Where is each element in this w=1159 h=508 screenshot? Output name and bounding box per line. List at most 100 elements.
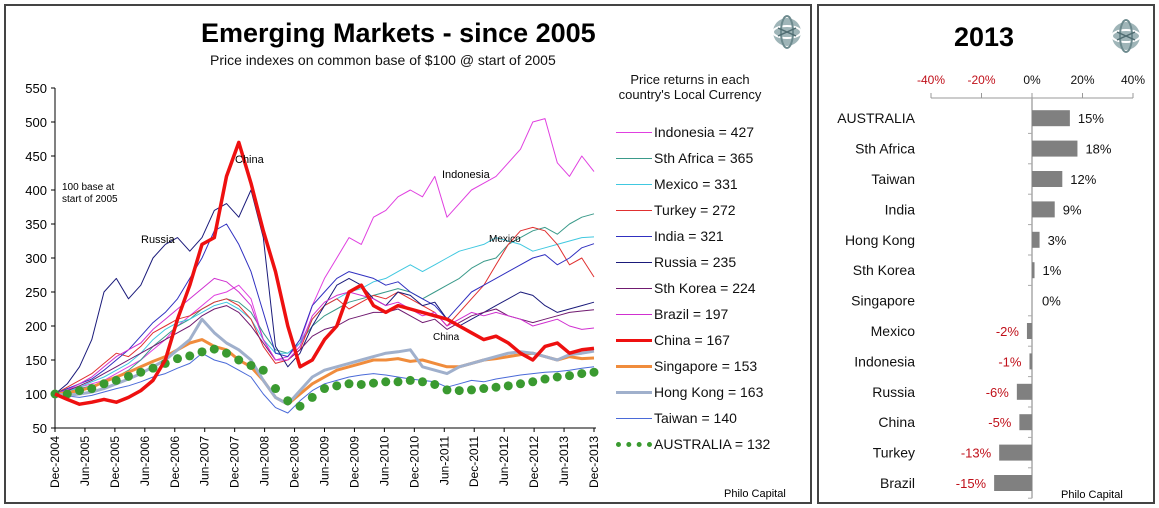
data-point bbox=[540, 374, 550, 384]
data-point bbox=[516, 379, 525, 389]
data-point bbox=[369, 378, 378, 388]
x-tick-label: -40% bbox=[917, 73, 945, 87]
data-point bbox=[197, 347, 207, 357]
label-china-peak: China bbox=[235, 154, 265, 166]
legend-label: Taiwan = 140 bbox=[654, 410, 737, 426]
bar bbox=[1032, 140, 1078, 157]
x-tick-label: Jun-2006 bbox=[138, 436, 152, 486]
bar bbox=[1019, 414, 1032, 431]
data-point bbox=[332, 381, 342, 391]
category-label: China bbox=[878, 414, 915, 430]
chart-subtitle: Price indexes on common base of $100 @ s… bbox=[210, 52, 556, 68]
legend-swatch bbox=[616, 390, 652, 394]
x-tick-label: Dec-2011 bbox=[467, 436, 481, 487]
annotation-base-line1: 100 base at bbox=[62, 182, 114, 193]
x-tick-label: -20% bbox=[967, 73, 995, 87]
bar bbox=[999, 444, 1032, 461]
bar-value-label: 1% bbox=[1043, 263, 1062, 278]
legend-swatch bbox=[616, 131, 652, 133]
bar-value-label: 15% bbox=[1078, 111, 1104, 126]
x-tick-label: 20% bbox=[1070, 73, 1094, 87]
bar-credit-text: Philo Capital bbox=[1061, 489, 1123, 501]
bar bbox=[1032, 262, 1035, 279]
x-tick-label: Dec-2008 bbox=[288, 436, 302, 488]
legend-swatch bbox=[616, 183, 652, 185]
y-tick-label: 150 bbox=[25, 353, 47, 368]
legend-swatch bbox=[616, 338, 652, 342]
category-label: Indonesia bbox=[854, 353, 915, 369]
series-sth-africa bbox=[54, 213, 595, 395]
data-point bbox=[418, 377, 427, 387]
x-tick-label: Jun-2005 bbox=[78, 436, 92, 486]
data-point bbox=[565, 371, 574, 381]
category-label: Singapore bbox=[851, 293, 915, 309]
bar-value-label: 18% bbox=[1085, 142, 1111, 157]
line-plot: 50 100 150 200 250 300 350 400 450 500 550 Dec-2004… bbox=[25, 81, 601, 488]
legend-swatch bbox=[616, 157, 652, 159]
bar bbox=[1026, 323, 1032, 339]
x-tick-label: Jun-2010 bbox=[377, 436, 391, 486]
label-mexico: Mexico bbox=[489, 234, 521, 245]
x-tick-label: Dec-2006 bbox=[168, 436, 182, 488]
bar-value-label: 0% bbox=[1042, 294, 1061, 309]
legend-swatch bbox=[616, 441, 652, 447]
legend-item: China = 167 bbox=[616, 330, 730, 350]
x-tick-label: Jun-2008 bbox=[258, 436, 272, 486]
category-label: Sth Korea bbox=[853, 262, 915, 278]
series-australia bbox=[50, 344, 599, 411]
annotation-base-line2: start of 2005 bbox=[62, 194, 118, 205]
category-label: Taiwan bbox=[871, 171, 915, 187]
bar-value-label: -15% bbox=[956, 476, 987, 491]
legend-item: Turkey = 272 bbox=[616, 200, 736, 220]
legend-label: Hong Kong = 163 bbox=[654, 384, 764, 400]
bar bbox=[1032, 171, 1063, 187]
series-china bbox=[54, 140, 595, 406]
legend-swatch bbox=[616, 261, 652, 263]
series-sth-korea bbox=[54, 305, 595, 395]
series-india bbox=[54, 223, 595, 395]
y-tick-label: 100 bbox=[25, 387, 47, 402]
line-chart-panel: Emerging Markets - since 2005 Price inde… bbox=[4, 4, 812, 504]
data-point bbox=[467, 385, 476, 395]
bar-chart-title: 2013 bbox=[954, 22, 1015, 52]
bar bbox=[1029, 353, 1032, 370]
bar-value-label: -13% bbox=[961, 446, 992, 461]
data-point bbox=[99, 379, 109, 389]
data-point bbox=[430, 379, 440, 389]
legend-item: AUSTRALIA = 132 bbox=[616, 434, 770, 454]
data-point bbox=[62, 389, 72, 399]
bar-value-label: 12% bbox=[1070, 172, 1096, 187]
data-point bbox=[185, 351, 195, 361]
legend-item: Sth Africa = 365 bbox=[616, 148, 753, 168]
x-tick-label: Dec-2012 bbox=[527, 436, 541, 488]
bar bbox=[1032, 201, 1055, 218]
x-tick-label: Dec-2009 bbox=[347, 436, 361, 488]
data-point bbox=[491, 382, 501, 392]
legend-swatch bbox=[616, 287, 652, 289]
x-tick-label: Jun-2012 bbox=[497, 436, 511, 486]
legend-label: Indonesia = 427 bbox=[654, 124, 755, 140]
series-singapore bbox=[54, 338, 595, 406]
category-label: Mexico bbox=[871, 323, 916, 339]
bar-value-label: -6% bbox=[986, 385, 1010, 400]
series-indonesia bbox=[54, 118, 595, 395]
data-point bbox=[503, 381, 513, 391]
legend-item: Russia = 235 bbox=[616, 252, 736, 272]
data-point bbox=[442, 385, 452, 395]
legend-item: Mexico = 331 bbox=[616, 174, 738, 194]
bar bbox=[994, 475, 1032, 491]
data-point bbox=[209, 344, 219, 354]
data-point bbox=[577, 369, 587, 379]
x-tick-label: Dec-2007 bbox=[228, 436, 242, 488]
legend-item: Singapore = 153 bbox=[616, 356, 757, 376]
category-label: Russia bbox=[872, 384, 915, 400]
credit-text: Philo Capital bbox=[724, 488, 786, 500]
legend-swatch bbox=[616, 417, 652, 419]
y-tick-label: 300 bbox=[25, 251, 47, 266]
legend-title: Price returns in each country's Local Cu… bbox=[618, 72, 762, 102]
legend-item: Indonesia = 427 bbox=[616, 122, 754, 142]
category-label: Hong Kong bbox=[845, 232, 915, 248]
bar-value-label: 9% bbox=[1063, 202, 1082, 217]
data-point bbox=[528, 377, 538, 387]
chart-title: Emerging Markets - since 2005 bbox=[201, 18, 596, 48]
